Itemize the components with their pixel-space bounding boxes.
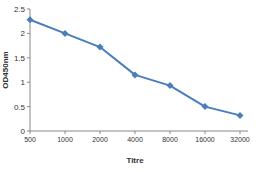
- point: [97, 44, 104, 51]
- x-tick: [135, 131, 136, 134]
- x-tick: [170, 131, 171, 134]
- y-tick-label: 0: [21, 127, 26, 136]
- x-tick-label: 32000: [230, 136, 250, 143]
- y-tick-label: 1.5: [14, 54, 26, 63]
- x-tick-label: 16000: [195, 136, 215, 143]
- y-tick-label: 0.5: [14, 103, 26, 112]
- x-tick: [65, 131, 66, 134]
- y-axis: [30, 9, 31, 131]
- point: [27, 16, 34, 23]
- x-tick-label: 8000: [162, 136, 178, 143]
- x-tick: [30, 131, 31, 134]
- y-tick-label: 2.5: [14, 5, 26, 14]
- point: [132, 71, 139, 78]
- x-tick-label: 1000: [57, 136, 73, 143]
- x-tick-label: 500: [24, 136, 36, 143]
- x-tick-label: 2000: [92, 136, 108, 143]
- series-line: [30, 20, 240, 116]
- x-tick: [100, 131, 101, 134]
- point: [167, 82, 174, 89]
- x-tick: [240, 131, 241, 134]
- chart: 0 0.5 1 1.5 2 2.5 500 1000 2000 4000 8000 16000 3200…: [0, 0, 256, 172]
- x-tick-label: 4000: [127, 136, 143, 143]
- y-axis-label: OD450nm: [1, 51, 10, 88]
- x-axis: [30, 131, 248, 132]
- plot-area: [27, 16, 244, 119]
- point: [237, 112, 244, 119]
- x-tick: [205, 131, 206, 134]
- x-axis-label: Titre: [126, 156, 144, 165]
- y-tick-label: 1: [21, 78, 26, 87]
- point: [202, 103, 209, 110]
- point: [62, 30, 69, 37]
- y-tick-label: 2: [21, 29, 26, 38]
